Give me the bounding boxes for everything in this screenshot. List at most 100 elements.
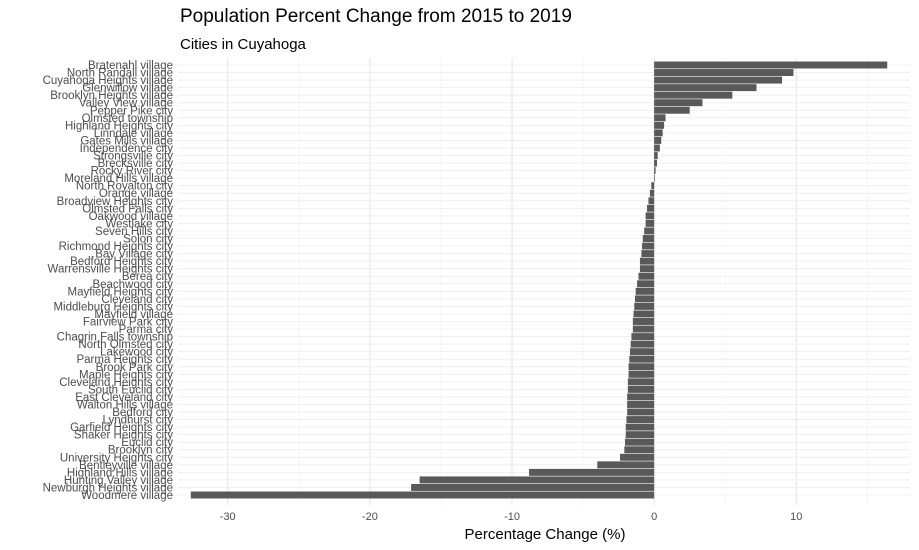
bar (626, 416, 655, 424)
bar (419, 476, 655, 484)
y-tick-label: Chagrin Falls township (57, 332, 173, 344)
bar (647, 204, 655, 212)
y-tick-label: Moreland Hills village (64, 173, 173, 185)
bar (642, 235, 655, 242)
bar (637, 280, 655, 288)
y-tick-label: Warrensville Heights city (48, 264, 174, 276)
y-tick-label: Euclid city (121, 437, 173, 449)
bar (628, 363, 655, 371)
y-tick-label: Bratenahl village (88, 60, 173, 72)
y-tick-label: East Cleveland city (75, 392, 173, 404)
bar (654, 106, 690, 114)
bar (645, 212, 655, 220)
y-tick-label: Highland Hills village (67, 467, 173, 479)
bar (641, 250, 655, 258)
grid-lines (178, 58, 910, 505)
bar (645, 219, 655, 227)
bar (654, 84, 757, 92)
y-tick-label: Hunting Valley village (64, 475, 173, 487)
y-tick-label: Richmond Heights city (59, 241, 174, 253)
y-tick-label: Brooklyn city (108, 445, 173, 457)
y-tick-label: Oakwood village (89, 211, 173, 223)
x-tick-label: 10 (790, 511, 802, 523)
bar (654, 114, 666, 122)
chart-title: Population Percent Change from 2015 to 2… (180, 6, 572, 27)
bar (411, 483, 655, 491)
x-tick-labels: -30 -20 -10 0 10 (220, 511, 803, 523)
bar (529, 468, 655, 476)
y-tick-label: Rocky River city (91, 166, 174, 178)
bar (625, 423, 655, 431)
y-tick-label: Parma city (119, 324, 174, 336)
y-tick-label: Brooklyn Heights village (50, 90, 173, 102)
y-tick-label: Bedford city (112, 407, 173, 419)
y-tick-label: Gates Mills village (80, 135, 173, 147)
bar (628, 370, 655, 378)
bar (654, 61, 888, 69)
bar (625, 438, 655, 446)
bar (630, 340, 655, 348)
y-tick-label: Beachwood city (92, 279, 173, 291)
bar (654, 136, 662, 144)
bar (625, 431, 655, 439)
bar (639, 265, 655, 273)
y-tick-label: Walton Hills village (77, 399, 173, 411)
y-tick-label: Bedford Heights city (70, 256, 173, 268)
bar (632, 325, 655, 333)
y-tick-label: Orange village (99, 188, 173, 200)
y-tick-label: Fairview Park city (83, 316, 173, 328)
y-tick-label: Bay Village city (95, 249, 173, 261)
y-tick-label: Brook Park city (96, 362, 174, 374)
y-tick-label: Olmsted township (82, 113, 173, 125)
bar (597, 461, 655, 469)
bar (654, 91, 733, 99)
bar (629, 348, 655, 356)
x-tick-label: -30 (220, 511, 236, 523)
y-tick-label: Berea city (122, 271, 173, 283)
bar (632, 318, 655, 325)
bar (624, 446, 655, 454)
y-tick-label: Olmsted Falls city (82, 203, 173, 215)
y-tick-label: Westlake city (105, 218, 173, 230)
y-tick-label: Highland Heights city (65, 120, 173, 132)
y-tick-label: Cleveland city (101, 294, 173, 306)
y-tick-label: Strongsville city (93, 151, 173, 163)
bar (639, 257, 655, 265)
bar (634, 295, 655, 303)
y-tick-label: South Euclid city (88, 384, 173, 396)
y-tick-label: Glenwillow village (82, 83, 173, 95)
bar (654, 144, 660, 152)
bar (654, 129, 663, 137)
y-tick-label: Seven Hills city (95, 226, 173, 238)
y-tick-label: Woodmere village (81, 490, 173, 502)
y-tick-label: Middleburg Heights city (53, 301, 173, 313)
bar (631, 333, 655, 341)
bar (627, 378, 655, 386)
y-tick-label: Mayfield Heights city (68, 286, 174, 298)
bars (190, 61, 888, 499)
x-tick-label: 0 (651, 511, 657, 523)
bar (627, 401, 655, 408)
y-tick-label: University Heights city (60, 452, 173, 464)
bar (648, 197, 655, 205)
bar (627, 408, 655, 416)
y-tick-label: North Royalton city (76, 181, 173, 193)
y-tick-label: Pepper Pike city (90, 105, 173, 117)
bar (635, 287, 655, 295)
bar (654, 174, 655, 182)
y-tick-label: Lyndhurst city (102, 415, 173, 427)
y-tick-label: North Randall village (67, 68, 173, 80)
bar (620, 453, 655, 461)
y-tick-label: Cuyahoga Heights village (43, 75, 173, 87)
y-tick-label: Lakewood city (100, 347, 173, 359)
bar (651, 182, 655, 190)
bar (654, 152, 658, 159)
bar (633, 310, 655, 318)
bar (627, 385, 655, 393)
bar (634, 302, 655, 310)
bar (649, 189, 655, 197)
bar (654, 99, 703, 107)
bar (190, 491, 655, 499)
bar (644, 227, 655, 235)
